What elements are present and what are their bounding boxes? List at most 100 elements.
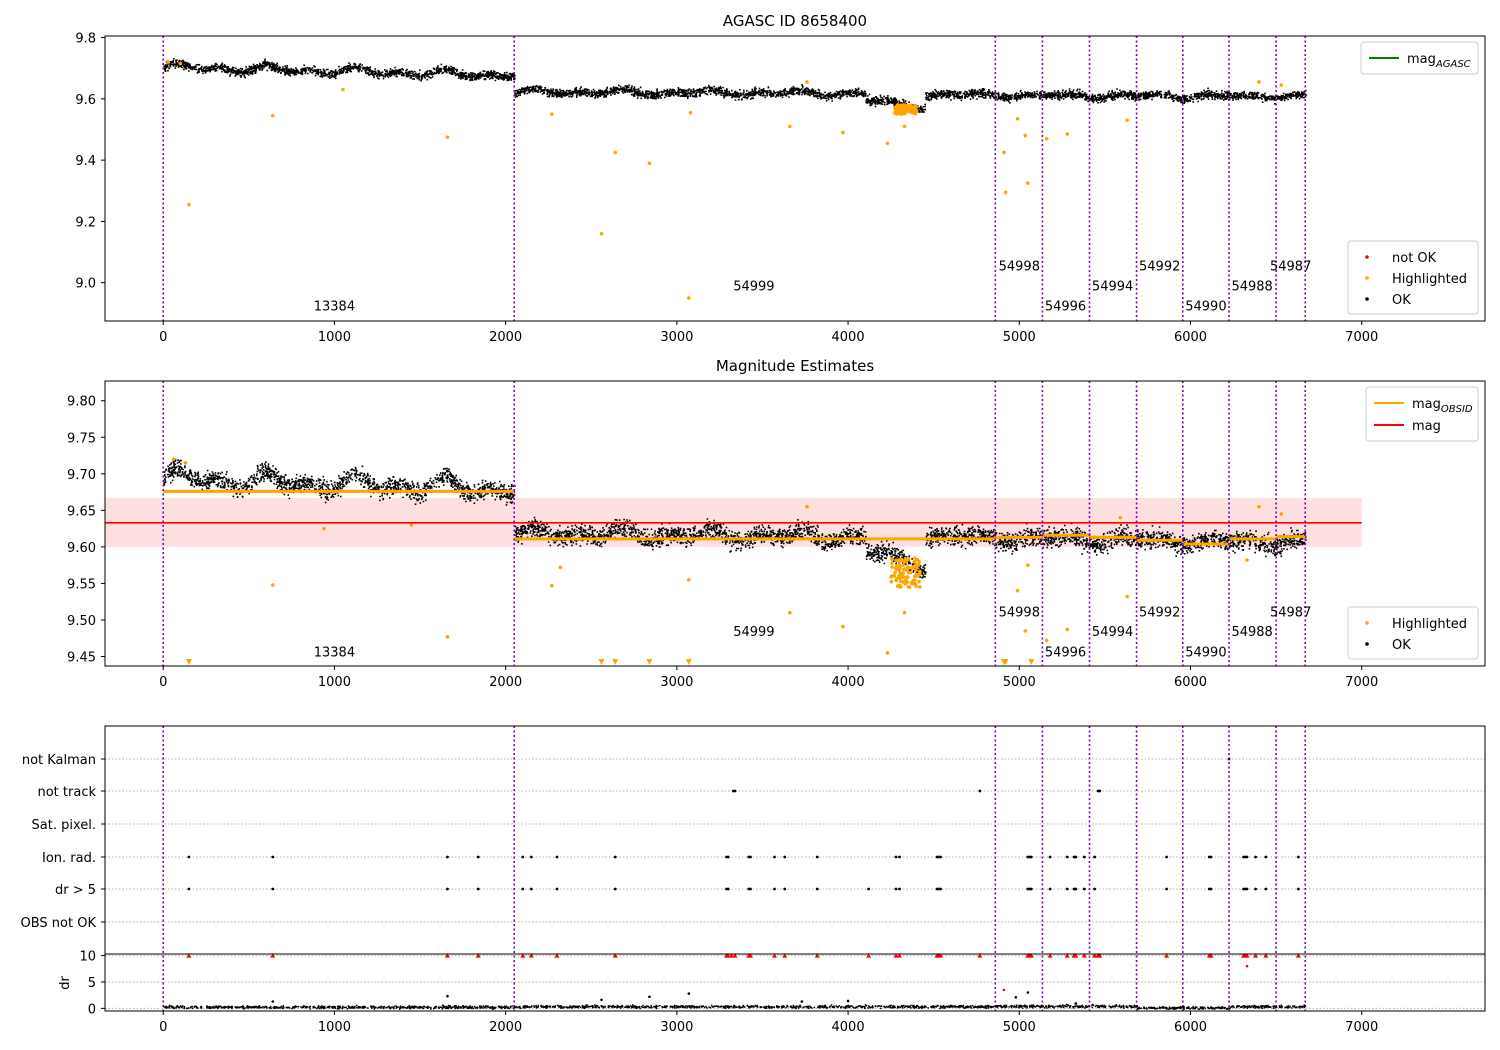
y-tick-label: 9.2	[75, 215, 96, 230]
obsid-label: 54996	[1045, 646, 1086, 661]
highlighted-point	[788, 610, 792, 615]
x-tick-label: 7000	[1345, 675, 1378, 690]
off-scale-marker	[185, 659, 192, 665]
dr-tick-label: 5	[88, 976, 96, 991]
highlighted-point	[1257, 504, 1261, 509]
y-tick-label: 9.45	[67, 651, 96, 666]
highlighted-point	[187, 202, 191, 207]
flag-point	[939, 887, 942, 891]
highlighted-point	[902, 124, 907, 129]
dr-capped-marker	[938, 953, 944, 958]
dr-point	[1014, 995, 1018, 999]
flag-point	[1209, 855, 1213, 859]
flag-point	[271, 887, 275, 891]
flag-point	[773, 855, 776, 859]
flag-point	[894, 887, 898, 891]
x-tick-label: 2000	[489, 675, 522, 690]
flag-point	[894, 855, 898, 859]
highlighted-point	[914, 105, 919, 109]
dr-tick-label: 10	[79, 950, 96, 965]
highlighted-point	[688, 110, 693, 115]
highlighted-point	[897, 565, 902, 570]
dr-capped-marker	[1164, 953, 1170, 958]
highlighted-point	[178, 61, 183, 66]
dr-point	[800, 1000, 804, 1003]
highlighted-point	[1003, 190, 1008, 195]
highlighted-point	[1279, 83, 1284, 87]
x-tick-label: 2000	[489, 330, 522, 345]
flag-point	[1065, 855, 1069, 859]
dr-capped-marker	[554, 953, 560, 958]
dr-capped-marker	[270, 953, 276, 958]
legend-box	[1347, 240, 1479, 315]
flag-point	[1245, 887, 1249, 891]
agasc-legend-top: magAGASC	[1360, 41, 1479, 75]
dr-capped-marker	[444, 953, 450, 958]
highlighted-point	[912, 559, 917, 564]
obsid-label: 54988	[1231, 625, 1272, 640]
dr-capped-marker	[747, 953, 753, 958]
highlighted-point	[805, 504, 809, 509]
highlighted-point	[1023, 629, 1028, 633]
dr-point	[600, 998, 603, 1002]
highlighted-point	[1257, 80, 1261, 84]
legend-marker	[1365, 297, 1369, 301]
legend-marker	[1365, 255, 1369, 259]
dr-point	[1245, 964, 1249, 968]
flag-point	[1245, 855, 1249, 859]
highlighted-point	[647, 161, 652, 165]
dr-capped-marker	[1244, 953, 1250, 958]
highlighted-point	[885, 141, 890, 146]
highlighted-point	[270, 113, 275, 118]
highlighted-point	[902, 111, 907, 116]
x-tick-label: 5000	[1003, 675, 1036, 690]
x-tick-label: 0	[159, 330, 167, 345]
legend-label: OK	[1392, 638, 1411, 653]
flag-point	[521, 855, 525, 859]
y-tick-label: 9.65	[67, 504, 96, 519]
obsid-label: 54992	[1139, 605, 1180, 620]
highlighted-point	[910, 106, 914, 111]
highlighted-point	[890, 561, 894, 565]
x-tick-label: 6000	[1174, 1020, 1207, 1035]
flag-point	[1029, 887, 1033, 891]
highlighted-point	[914, 584, 918, 589]
legend-label: mag	[1412, 419, 1441, 434]
dr-capped-marker	[520, 953, 526, 958]
flag-label: Ion. rad.	[42, 851, 96, 866]
highlighted-point	[687, 296, 691, 300]
highlighted-point	[841, 130, 845, 135]
y-tick-label: 9.6	[75, 93, 96, 108]
highlighted-point	[917, 570, 922, 574]
flag-point	[773, 887, 776, 891]
dr-point	[846, 999, 850, 1003]
obsid-label: 54988	[1231, 279, 1272, 294]
obsid-label: 54992	[1139, 259, 1180, 274]
highlighted-point	[906, 565, 911, 570]
flag-point	[815, 855, 819, 859]
off-scale-marker	[646, 659, 653, 665]
obsid-label: 54996	[1045, 299, 1086, 314]
highlighted-point	[890, 574, 894, 578]
x-tick-label: 6000	[1174, 330, 1207, 345]
x-tick-label: 4000	[832, 1020, 865, 1035]
highlighted-point	[1065, 627, 1070, 632]
dr-capped-marker	[866, 953, 872, 958]
highlighted-point	[890, 557, 894, 561]
highlighted-point	[917, 559, 921, 564]
highlighted-point	[894, 578, 899, 583]
highlighted-point	[897, 584, 902, 589]
flag-point	[1209, 887, 1213, 891]
y-tick-label: 9.55	[67, 577, 96, 592]
flag-point	[1082, 855, 1086, 859]
highlighted-point	[1065, 132, 1070, 136]
highlighted-point	[897, 111, 901, 115]
highlighted-point	[1026, 563, 1030, 567]
agasc-panel: AGASC ID 8658400 13384 54999 54998 54996 549…	[75, 12, 1486, 345]
flag-point	[898, 887, 901, 891]
flag-point	[1296, 887, 1300, 891]
flags-axes: not Kalman not track Sat. pixel. Ion. rad. d…	[21, 753, 1379, 1035]
flag-point	[1093, 855, 1097, 859]
dr-tick-label: 0	[88, 1002, 96, 1017]
dr-capped-marker	[612, 953, 618, 958]
